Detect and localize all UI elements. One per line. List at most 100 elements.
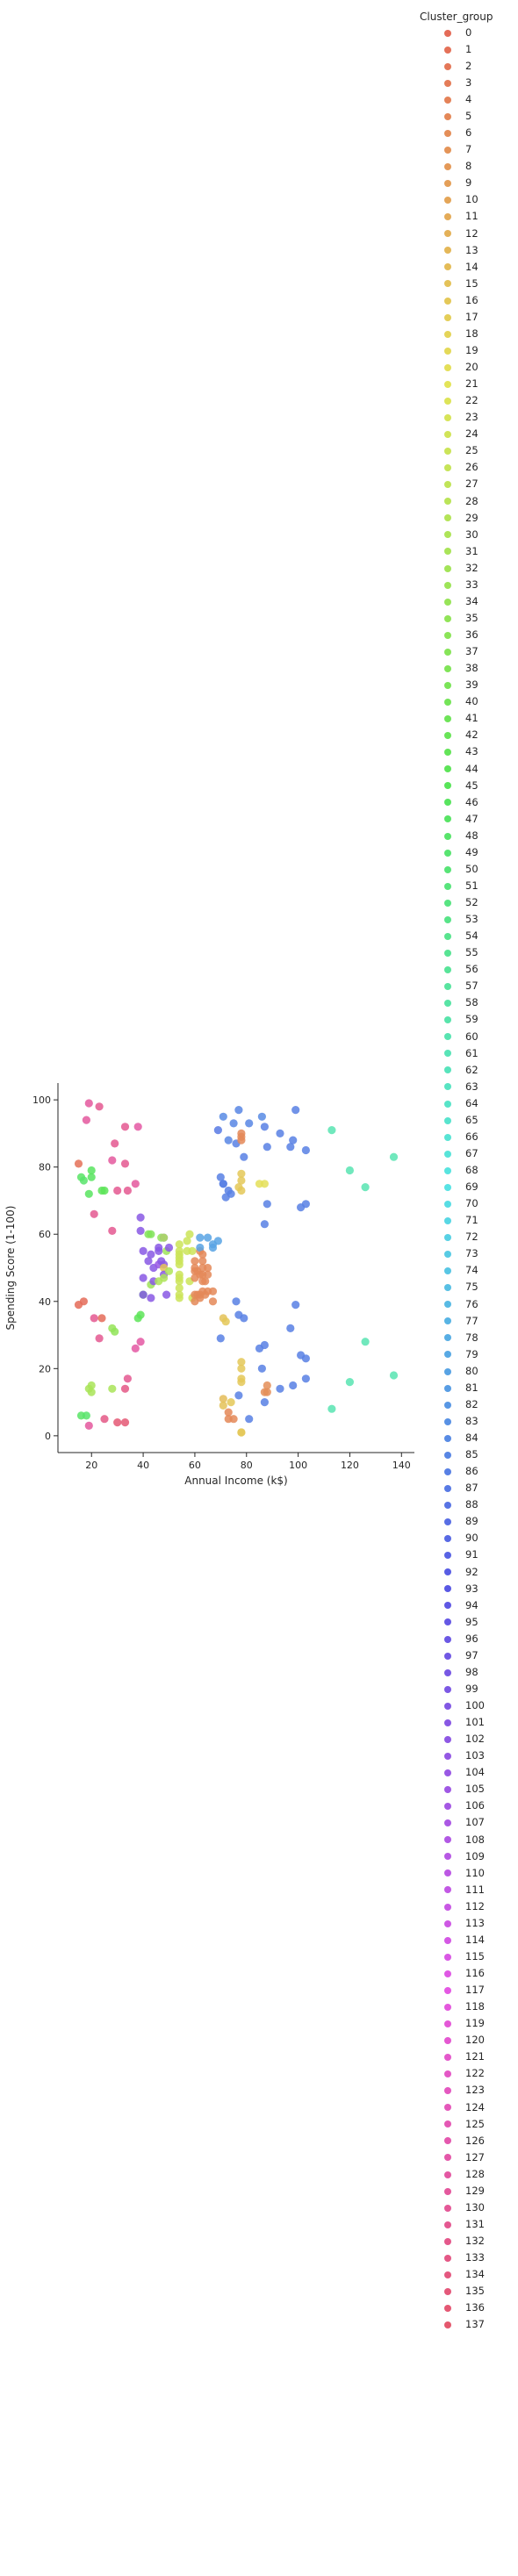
legend-marker-icon [444, 1970, 451, 1977]
legend-marker-icon [444, 1568, 451, 1576]
legend-marker-icon [444, 397, 451, 405]
legend-marker-icon [444, 1301, 451, 1309]
plot-area: 20 40 60 80 100 120 140 0 20 40 60 80 100 Annual In… [4, 1083, 414, 1487]
legend-item: 41 [420, 711, 516, 728]
data-point [183, 1237, 191, 1245]
legend-item: 28 [420, 493, 516, 510]
legend-item: 73 [420, 1246, 516, 1263]
data-point [204, 1263, 212, 1273]
data-point [164, 1243, 174, 1252]
legend-item: 95 [420, 1614, 516, 1631]
legend-marker-icon [444, 2305, 451, 2313]
data-point [198, 1250, 207, 1259]
legend-marker-icon [444, 1317, 451, 1325]
legend-marker-icon [444, 1786, 451, 1794]
data-point [286, 1324, 295, 1332]
legend-label: 93 [465, 1582, 478, 1595]
legend-item: 20 [420, 359, 516, 376]
legend-label: 44 [465, 762, 478, 775]
legend-marker-icon [444, 1836, 451, 1844]
data-point [113, 1418, 122, 1427]
data-point [160, 1274, 169, 1282]
data-point [260, 1123, 269, 1131]
legend-marker-icon [444, 1735, 451, 1743]
legend-label: 2 [465, 59, 472, 72]
legend: Cluster_group 0 1 2 3 4 5 6 7 8 9 10 11 12 13 14 15 16 17… [420, 9, 516, 2334]
data-point [160, 1233, 169, 1242]
data-point [240, 1314, 248, 1323]
legend-item: 59 [420, 1012, 516, 1029]
data-point [175, 1294, 183, 1302]
legend-label: 6 [465, 126, 472, 140]
legend-marker-icon [444, 531, 451, 539]
data-point [144, 1257, 153, 1266]
legend-marker-icon [444, 1585, 451, 1593]
legend-marker-icon [444, 330, 451, 338]
legend-marker-icon [444, 1502, 451, 1510]
legend-marker-icon [444, 983, 451, 991]
data-point [95, 1102, 104, 1111]
legend-item: 83 [420, 1413, 516, 1430]
data-point [227, 1398, 235, 1407]
legend-item: 34 [420, 593, 516, 610]
legend-label: 19 [465, 343, 478, 356]
legend-item: 61 [420, 1045, 516, 1062]
data-point [237, 1358, 246, 1367]
legend-label: 123 [465, 2084, 485, 2097]
legend-item: 76 [420, 1296, 516, 1313]
legend-marker-icon [444, 2037, 451, 2045]
legend-item: 126 [420, 2133, 516, 2149]
legend-label: 50 [465, 862, 478, 875]
legend-label: 43 [465, 745, 478, 758]
legend-label: 5 [465, 110, 472, 123]
legend-marker-icon [444, 949, 451, 957]
data-point [237, 1428, 246, 1437]
legend-marker-icon [444, 1216, 451, 1224]
legend-label: 62 [465, 1063, 478, 1076]
x-axis-label: Annual Income (k$) [184, 1475, 287, 1487]
legend-label: 137 [465, 2318, 485, 2331]
legend-item: 120 [420, 2033, 516, 2049]
legend-item: 130 [420, 2199, 516, 2216]
legend-label: 105 [465, 1783, 485, 1796]
legend-label: 4 [465, 93, 472, 106]
legend-marker-icon [444, 413, 451, 421]
data-point [175, 1277, 183, 1286]
legend-marker-icon [444, 664, 451, 672]
legend-marker-icon [444, 2187, 451, 2195]
data-point [84, 1099, 93, 1108]
data-point [224, 1136, 233, 1144]
legend-item: 62 [420, 1062, 516, 1079]
data-point [260, 1398, 269, 1407]
legend-marker-icon [444, 799, 451, 807]
y-ticks: 0 20 40 60 80 100 [32, 1094, 58, 1442]
legend-item: 84 [420, 1430, 516, 1446]
legend-marker-icon [444, 1401, 451, 1409]
x-tick-label: 20 [85, 1460, 97, 1471]
data-point [229, 1415, 238, 1424]
legend-label: 36 [465, 628, 478, 642]
legend-label: 84 [465, 1432, 478, 1445]
legend-marker-icon [444, 1652, 451, 1660]
legend-item: 8 [420, 159, 516, 176]
legend-marker-icon [444, 765, 451, 773]
legend-label: 69 [465, 1180, 478, 1194]
legend-marker-icon [444, 648, 451, 656]
legend-item: 58 [420, 995, 516, 1012]
legend-item: 70 [420, 1195, 516, 1212]
legend-item: 124 [420, 2099, 516, 2116]
legend-item: 12 [420, 226, 516, 242]
legend-marker-icon [444, 2171, 451, 2178]
legend-item: 103 [420, 1747, 516, 1764]
legend-marker-icon [444, 481, 451, 489]
legend-marker-icon [444, 1886, 451, 1894]
legend-item: 85 [420, 1446, 516, 1463]
legend-marker-icon [444, 1050, 451, 1058]
legend-item: 24 [420, 427, 516, 443]
data-points [74, 1099, 399, 1437]
legend-marker-icon [444, 1719, 451, 1726]
legend-item: 64 [420, 1095, 516, 1112]
legend-item: 48 [420, 828, 516, 844]
legend-item: 57 [420, 979, 516, 995]
data-point [327, 1404, 336, 1413]
